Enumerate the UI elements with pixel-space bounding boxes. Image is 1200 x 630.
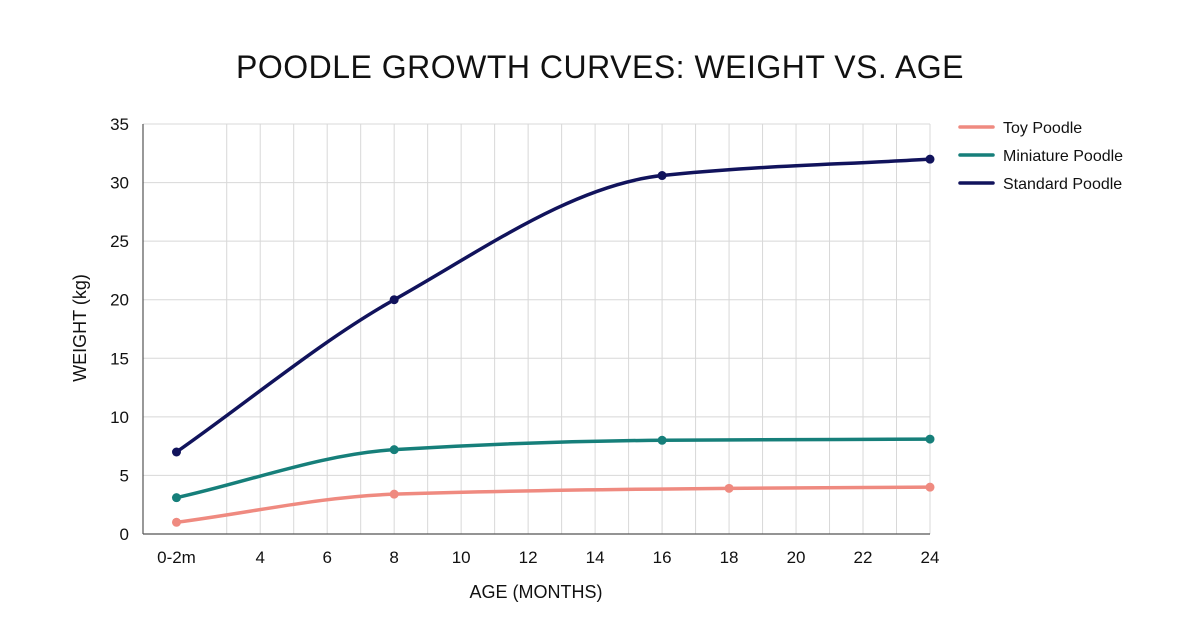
x-tick-label-0: 0-2m bbox=[157, 548, 196, 567]
data-point-standard-poodle-3 bbox=[925, 154, 935, 164]
legend-label-miniature-poodle: Miniature Poodle bbox=[1003, 148, 1123, 165]
y-tick-label-4: 20 bbox=[110, 291, 129, 310]
data-point-standard-poodle-1 bbox=[389, 295, 399, 305]
axis-layer bbox=[142, 124, 930, 535]
series-line-toy-poodle bbox=[174, 485, 932, 525]
y-axis-title: WEIGHT (kg) bbox=[70, 274, 90, 382]
y-tick-label-5: 25 bbox=[110, 232, 129, 251]
y-tick-label-3: 15 bbox=[110, 349, 129, 368]
data-point-toy-poodle-3 bbox=[925, 482, 935, 492]
data-point-miniature-poodle-2 bbox=[657, 435, 667, 445]
data-point-toy-poodle-1 bbox=[389, 489, 399, 499]
data-point-miniature-poodle-1 bbox=[389, 445, 399, 455]
x-tick-label-11: 24 bbox=[921, 548, 940, 567]
x-tick-label-6: 14 bbox=[586, 548, 605, 567]
x-tick-label-2: 6 bbox=[322, 548, 331, 567]
data-point-toy-poodle-2 bbox=[724, 483, 734, 493]
data-point-miniature-poodle-3 bbox=[925, 434, 935, 444]
x-tick-label-5: 12 bbox=[519, 548, 538, 567]
x-tick-label-4: 10 bbox=[452, 548, 471, 567]
series-line-miniature-poodle bbox=[174, 437, 932, 500]
grid-layer bbox=[142, 123, 931, 535]
y-tick-label-1: 5 bbox=[120, 466, 129, 485]
data-point-miniature-poodle-0 bbox=[171, 493, 181, 503]
y-tick-label-0: 0 bbox=[120, 525, 129, 544]
series-line-standard-poodle bbox=[174, 157, 932, 454]
x-tick-label-3: 8 bbox=[389, 548, 398, 567]
y-tick-label-6: 30 bbox=[110, 174, 129, 193]
y-tick-label-2: 10 bbox=[110, 408, 129, 427]
x-tick-label-1: 4 bbox=[255, 548, 264, 567]
chart-title: POODLE GROWTH CURVES: WEIGHT VS. AGE bbox=[236, 49, 964, 85]
data-point-standard-poodle-0 bbox=[171, 447, 181, 457]
x-tick-label-10: 22 bbox=[854, 548, 873, 567]
legend: Toy Poodle Miniature Poodle Standard Poodl… bbox=[958, 120, 1123, 193]
legend-label-standard-poodle: Standard Poodle bbox=[1003, 176, 1122, 193]
x-tick-label-9: 20 bbox=[787, 548, 806, 567]
y-tick-label-7: 35 bbox=[110, 115, 129, 134]
legend-label-toy-poodle: Toy Poodle bbox=[1003, 120, 1082, 137]
x-tick-label-7: 16 bbox=[653, 548, 672, 567]
x-axis-title: AGE (MONTHS) bbox=[470, 582, 603, 602]
x-tick-label-8: 18 bbox=[720, 548, 739, 567]
data-point-toy-poodle-0 bbox=[171, 517, 181, 527]
tick-layer: 0 5 10 15 20 25 30 35 0-2m 4 6 8 10 12 14 16 18 20 22 24 bbox=[110, 115, 939, 567]
data-point-standard-poodle-2 bbox=[657, 171, 667, 181]
series-layer bbox=[171, 154, 935, 527]
